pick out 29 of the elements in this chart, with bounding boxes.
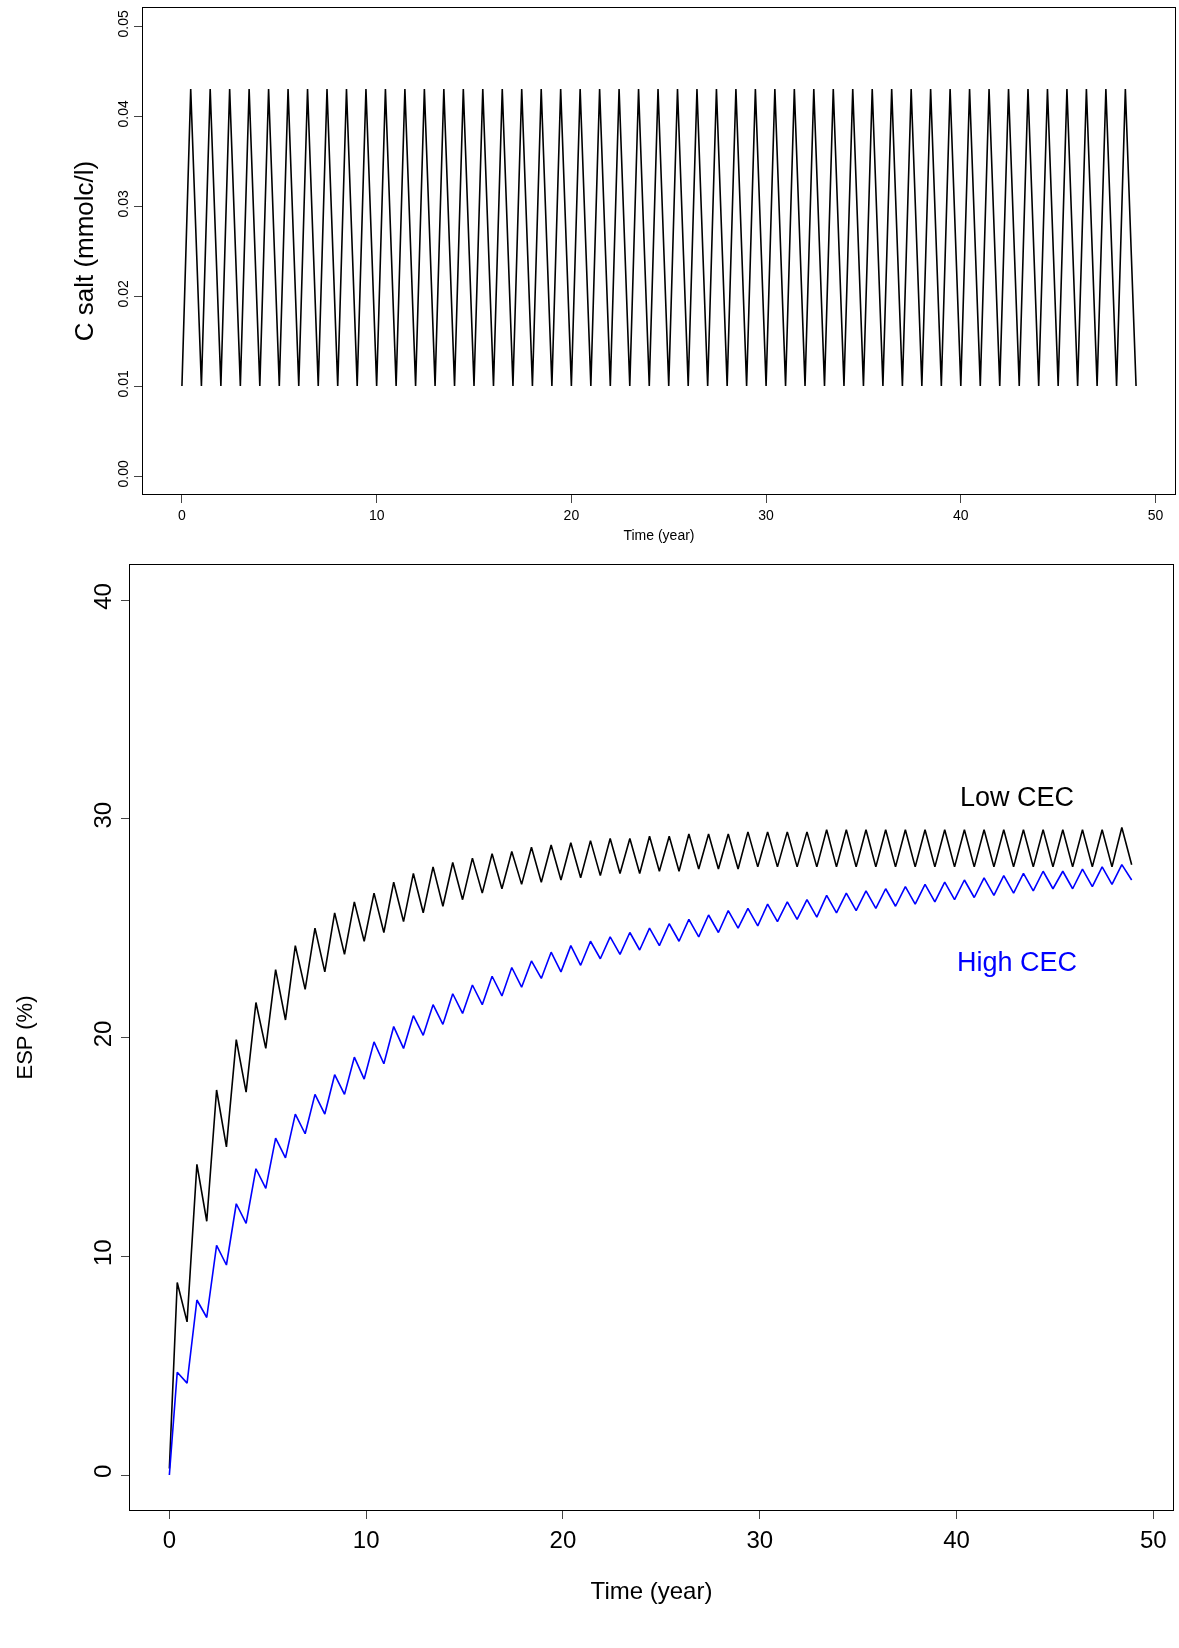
y-axis-title: C salt (mmolc/l) [68,160,99,342]
x-tick-label: 30 [758,507,775,523]
x-tick-label: 0 [162,1526,177,1553]
x-tick-label: 30 [746,1526,774,1553]
y-tick-label: 0.01 [115,370,132,398]
y-tick-label: 0.03 [115,190,132,218]
y-tick-label: 0.00 [115,460,132,488]
y-tick-label: 10 [89,1239,117,1266]
x-axis-title: Time (year) [590,1577,713,1605]
x-tick-label: 20 [563,507,580,523]
x-axis-title: Time (year) [623,527,695,544]
y-tick-label: 0.02 [115,280,132,308]
y-tick-label: 0 [89,1464,117,1479]
y-tick-label: 20 [89,1020,117,1048]
x-tick-label: 10 [368,507,385,523]
x-tick-label: 40 [943,1526,970,1553]
x-tick-label: 10 [352,1526,380,1553]
y-tick-label: 40 [89,583,117,610]
x-tick-label: 20 [549,1526,577,1553]
y-tick-label: 30 [89,801,117,829]
y-tick-label: 0.04 [115,100,132,128]
x-tick-label: 50 [1147,507,1164,523]
series-label: Low CEC [960,782,1075,812]
x-tick-label: 40 [953,507,969,523]
x-tick-label: 50 [1139,1526,1167,1553]
y-tick-label: 0.05 [115,10,132,38]
series-label: High CEC [957,947,1078,977]
x-tick-label: 0 [178,507,187,523]
y-axis-title: ESP (%) [12,995,38,1080]
